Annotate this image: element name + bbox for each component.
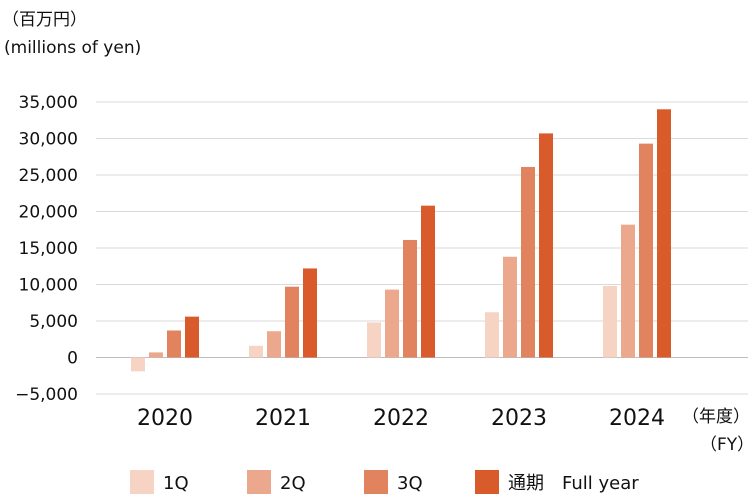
y-tick-label: 0: [67, 349, 78, 369]
legend-label: 2Q: [280, 473, 306, 494]
bar-2022-1: [367, 322, 381, 358]
legend-item-2: 2Q: [247, 470, 306, 494]
y-tick-label: 10,000: [19, 276, 78, 296]
bar-2020-2: [149, 352, 163, 358]
y-axis-unit-en: (millions of yen): [4, 38, 141, 58]
y-tick-label: −5,000: [15, 385, 78, 405]
x-tick-label: 2022: [373, 406, 429, 431]
bar-2021-1: [249, 345, 263, 358]
x-axis-unit-en: （FY）: [700, 435, 750, 455]
bar-2022-2: [385, 289, 399, 358]
bar-2022-3: [403, 239, 417, 358]
legend-swatch: [475, 470, 499, 494]
bar-2024-2: [621, 224, 635, 358]
legend-item-3: 3Q: [364, 470, 423, 494]
bar-2021-4: [303, 268, 317, 358]
legend-label: 通期 Full year: [508, 473, 639, 494]
y-tick-label: 15,000: [19, 239, 78, 259]
y-axis-ticks: 35,000 30,000 25,000 20,000 15,000 10,000 5,00…: [15, 93, 78, 405]
legend-swatch: [364, 470, 388, 494]
x-tick-label: 2020: [137, 406, 193, 431]
bar-2024-3: [639, 143, 653, 358]
y-tick-label: 20,000: [19, 203, 78, 223]
bar-2021-2: [267, 331, 281, 358]
legend: 1Q 2Q 3Q 通期 Full year: [130, 470, 639, 494]
bar-2023-2: [503, 256, 517, 358]
legend-item-1: 1Q: [130, 470, 189, 494]
bar-2024-1: [603, 285, 617, 358]
bar-2020-1: [131, 357, 145, 372]
y-tick-label: 30,000: [19, 130, 78, 150]
legend-swatch: [130, 470, 154, 494]
y-axis-unit-ja: （百万円）: [2, 10, 87, 30]
x-tick-label: 2023: [491, 406, 547, 431]
legend-swatch: [247, 470, 271, 494]
x-tick-label: 2024: [609, 406, 665, 431]
legend-item-4: 通期 Full year: [475, 470, 639, 494]
x-axis-ticks: 2020 2021 2022 2023 2024: [137, 406, 665, 431]
bar-2023-3: [521, 166, 535, 358]
legend-label: 1Q: [163, 473, 189, 494]
bars: [131, 109, 671, 372]
legend-label: 3Q: [397, 473, 423, 494]
bar-2023-4: [539, 133, 553, 358]
bar-2021-3: [285, 286, 299, 358]
x-tick-label: 2021: [255, 406, 311, 431]
y-tick-label: 25,000: [19, 166, 78, 186]
x-axis-unit-ja: （年度）: [682, 407, 750, 427]
y-tick-label: 35,000: [19, 93, 78, 113]
bar-2022-4: [421, 205, 435, 358]
bar-2023-1: [485, 312, 499, 358]
bar-2024-4: [657, 109, 671, 358]
y-tick-label: 5,000: [29, 312, 78, 332]
bar-2020-3: [167, 330, 181, 358]
bar-2020-4: [185, 316, 199, 358]
